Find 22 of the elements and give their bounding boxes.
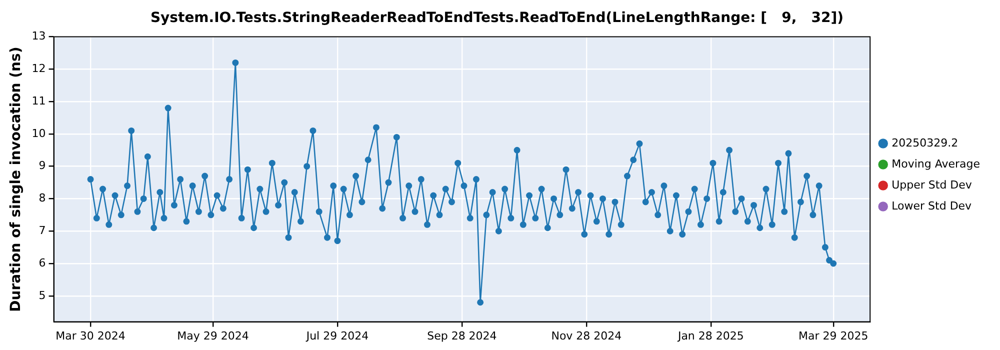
x-tick-label: May 29 2024 <box>177 329 249 342</box>
y-tick-label: 11 <box>32 94 46 108</box>
x-tick-label: Nov 28 2024 <box>551 329 622 342</box>
y-tick-label: 13 <box>32 30 46 43</box>
x-tick-label: Jul 29 2024 <box>305 329 369 342</box>
legend-label: Upper Std Dev <box>892 178 972 192</box>
legend-label: 20250329.2 <box>892 136 958 150</box>
chart-title: System.IO.Tests.StringReaderReadToEndTests.ReadToEnd(LineLengthRange: [ 9, 32]) <box>150 10 844 26</box>
y-tick-label: 8 <box>38 192 46 205</box>
x-tick-label: Jan 28 2025 <box>676 329 744 342</box>
y-tick-label: 5 <box>38 288 46 302</box>
x-tick-label: Sep 28 2024 <box>427 329 497 342</box>
x-tick-label: Mar 29 2025 <box>798 329 868 342</box>
y-tick-label: 10 <box>32 126 46 140</box>
y-tick-label: 6 <box>38 256 46 270</box>
y-tick-label: 9 <box>38 159 46 172</box>
x-tick-label: Mar 30 2024 <box>56 329 126 342</box>
y-tick-label: 7 <box>38 224 46 237</box>
legend-label: Lower Std Dev <box>892 199 972 212</box>
y-tick-label: 12 <box>32 62 46 76</box>
y-axis-title: Duration of single invocation (ns) <box>8 46 24 312</box>
legend-label: Moving Average <box>892 157 980 170</box>
